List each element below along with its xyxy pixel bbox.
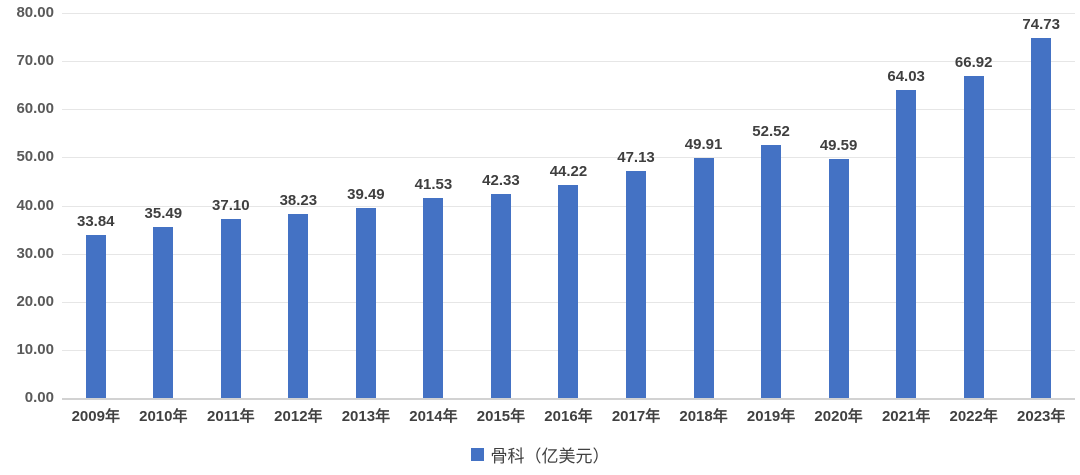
y-tick-label: 20.00 — [16, 292, 54, 310]
bar-column: 66.92 — [940, 13, 1008, 398]
y-tick-label: 0.00 — [24, 389, 54, 406]
x-tick-label: 2014年 — [409, 408, 458, 425]
bar — [963, 75, 984, 398]
bar — [85, 235, 106, 398]
bar-data-label: 52.52 — [752, 123, 790, 141]
bar-column: 64.03 — [872, 13, 940, 398]
bar — [355, 207, 376, 398]
bar — [423, 198, 444, 398]
x-tick-label: 2020年 — [814, 408, 863, 425]
y-tick-label: 60.00 — [16, 100, 54, 118]
bar — [153, 227, 174, 398]
bar-data-label: 64.03 — [887, 67, 925, 85]
y-tick-label: 30.00 — [16, 244, 54, 262]
x-tick-label: 2015年 — [476, 408, 526, 425]
x-tick-label: 2013年 — [341, 408, 391, 425]
bar — [626, 171, 647, 398]
bar-column: 42.33 — [467, 13, 535, 398]
bar-data-label: 35.49 — [144, 205, 183, 223]
gridline — [62, 109, 1075, 111]
bar-data-label: 49.59 — [819, 137, 858, 155]
y-tick-label: 50.00 — [16, 148, 54, 166]
bar — [288, 214, 309, 398]
bar-column: 41.53 — [400, 13, 468, 398]
bar-column: 35.49 — [130, 13, 198, 398]
bar — [693, 157, 714, 398]
bar-data-label: 33.84 — [76, 213, 115, 231]
x-tick-label: 2012年 — [274, 408, 323, 425]
x-axis: 2009年 2010年 2011年 2012年 2013年 2014年 2015年 2016年… — [62, 405, 1075, 426]
bar-column: 38.23 — [265, 13, 333, 398]
bars-row: 33.84 35.49 37.10 38.23 39.49 41.53 42.33 44.22… — [62, 13, 1075, 398]
bar-data-label: 49.91 — [684, 135, 723, 153]
bar — [828, 159, 849, 398]
x-tick-label: 2016年 — [544, 408, 593, 425]
bar-column: 49.91 — [670, 13, 738, 398]
bar — [761, 145, 782, 398]
bar-data-label: 38.23 — [279, 192, 318, 210]
y-tick-label: 70.00 — [16, 52, 54, 70]
x-tick-label: 2018年 — [679, 408, 728, 425]
bar-data-label: 66.92 — [954, 53, 993, 71]
bar-column: 49.59 — [805, 13, 873, 398]
x-tick-label: 2019年 — [746, 408, 796, 425]
y-tick-label: 80.00 — [16, 4, 54, 21]
bar — [1031, 38, 1052, 398]
bar-data-label: 44.22 — [549, 163, 588, 181]
bar-data-label: 37.10 — [212, 197, 250, 215]
x-tick-label: 2010年 — [139, 408, 188, 425]
bar — [896, 89, 917, 398]
bar — [220, 219, 241, 398]
x-tick-label: 2011年 — [207, 408, 255, 425]
x-tick-label: 2021年 — [881, 408, 931, 425]
x-tick-label: 2023年 — [1017, 408, 1066, 425]
gridline — [62, 157, 1075, 159]
legend-series-label: 骨科（亿美元） — [490, 447, 610, 467]
bar-column: 74.73 — [1007, 13, 1075, 398]
bar-column: 52.52 — [737, 13, 805, 398]
x-tick-label: 2009年 — [71, 408, 120, 425]
x-tick-label: 2017年 — [611, 408, 661, 425]
x-tick-label: 2022年 — [949, 408, 998, 425]
bar-data-label: 47.13 — [617, 149, 655, 167]
y-tick-label: 10.00 — [16, 340, 54, 358]
bar-data-label: 74.73 — [1022, 16, 1060, 34]
bar-data-label: 42.33 — [482, 172, 520, 190]
bar-data-label: 41.53 — [414, 176, 453, 194]
y-tick-label: 40.00 — [16, 196, 54, 214]
legend-square-icon — [470, 448, 484, 461]
bar-column: 33.84 — [62, 13, 130, 398]
bar-column: 39.49 — [332, 13, 400, 398]
chart-legend: 骨科（亿美元） — [0, 442, 1080, 467]
bar-data-label: 39.49 — [347, 185, 385, 203]
gridline — [62, 61, 1075, 63]
plot-area: 33.84 35.49 37.10 38.23 39.49 41.53 42.33 44.22… — [62, 13, 1075, 400]
gridline — [62, 13, 1075, 14]
bar-column: 37.10 — [197, 13, 265, 398]
bar-column: 44.22 — [535, 13, 603, 398]
bar — [490, 194, 511, 398]
bar-column: 47.13 — [602, 13, 670, 398]
bar — [558, 185, 579, 398]
